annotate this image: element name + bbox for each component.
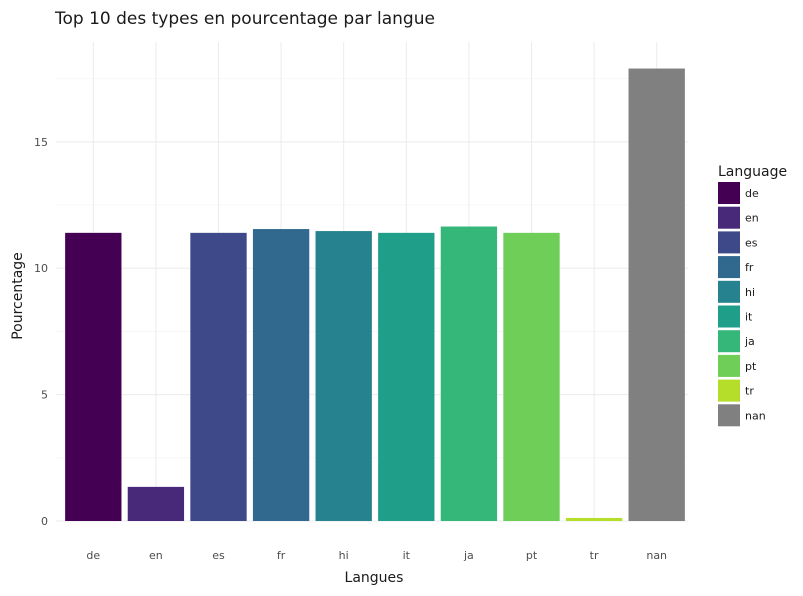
legend-swatch-hi [718,280,740,303]
x-tick-label: hi [339,549,349,562]
y-tick-label: 15 [34,136,48,149]
bar-ja [440,226,498,521]
x-tick-label: ja [463,549,474,562]
x-tick-label: pt [526,549,538,562]
y-tick-label: 0 [41,515,48,528]
x-tick-label: es [212,549,225,562]
chart-title: Top 10 des types en pourcentage par lang… [54,9,435,29]
bar-nan [628,68,685,521]
y-axis-title: Pourcentage [10,252,26,340]
legend-label-tr: tr [745,385,754,398]
legend-label-en: en [745,212,759,225]
legend-swatch-nan [718,404,740,427]
bar-pt [503,232,560,522]
legend-label-pt: pt [745,360,757,373]
x-tick-label: nan [646,549,667,562]
legend-swatch-pt [718,354,740,377]
y-tick-label: 10 [34,262,48,275]
bar-fr [252,229,310,522]
bar-es [190,232,247,522]
legend-label-de: de [745,187,759,200]
legend: Language de en es fr hi it ja pt tr nan [718,164,787,427]
y-tick-label: 5 [41,389,48,402]
legend-title: Language [718,164,787,180]
bar-tr [565,517,623,521]
legend-label-es: es [745,236,758,249]
legend-label-it: it [745,311,753,324]
legend-label-fr: fr [745,261,754,274]
x-tick-label: fr [277,549,286,562]
bar-it [378,232,435,522]
bar-de [65,232,122,522]
x-axis-ticks: de en es fr hi it ja pt tr nan [86,549,667,562]
x-tick-label: de [86,549,100,562]
legend-items: de en es fr hi it ja pt tr nan [718,182,766,427]
bars [65,68,685,522]
bar-en [127,486,185,521]
legend-swatch-de [718,182,740,204]
x-tick-label: it [403,549,411,562]
x-tick-label: en [149,549,163,562]
legend-swatch-en [718,206,740,229]
y-axis-ticks: 0 5 10 15 [34,136,48,528]
legend-swatch-ja [718,330,740,353]
grid-lines [56,42,688,522]
legend-swatch-es [718,231,740,254]
legend-label-nan: nan [745,409,766,422]
x-axis-title: Langues [345,570,404,586]
legend-swatch-it [718,305,740,328]
legend-swatch-fr [718,256,740,279]
legend-label-hi: hi [745,286,755,299]
x-tick-label: tr [590,549,599,562]
legend-swatch-tr [718,379,740,402]
legend-label-ja: ja [744,335,755,348]
bar-hi [315,231,372,521]
